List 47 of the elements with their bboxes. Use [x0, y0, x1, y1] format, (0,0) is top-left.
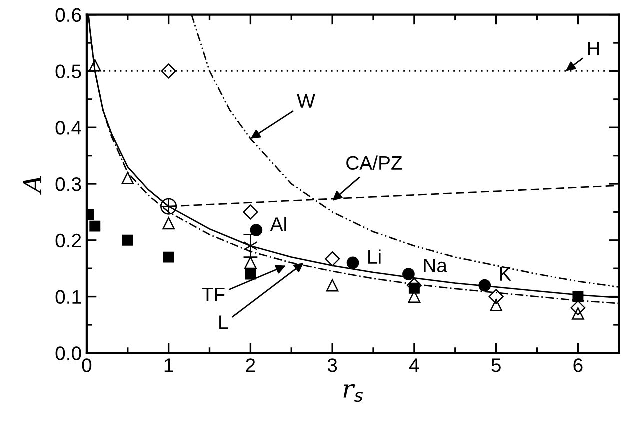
y-tick-label: 0.0 [56, 346, 82, 360]
point [245, 268, 256, 280]
annotation: Al [270, 217, 286, 232]
point [402, 268, 415, 280]
point [90, 220, 101, 232]
point [122, 234, 134, 246]
point [478, 279, 492, 292]
point [488, 289, 504, 304]
y-tick-label: 0.6 [56, 8, 82, 22]
point [326, 279, 339, 292]
y-tick-label: 0.2 [56, 234, 82, 248]
annotation: K [500, 267, 512, 281]
y-tick-label: 0.1 [56, 290, 82, 304]
annotation: TF [202, 288, 225, 302]
point [572, 291, 584, 302]
annotation: CA/PZ [346, 156, 402, 170]
y-tick-label: 0.3 [56, 177, 82, 192]
point [325, 252, 340, 267]
point [408, 282, 420, 294]
point [244, 256, 257, 270]
x-tick-label: 5 [492, 358, 501, 372]
annotation: H [588, 42, 600, 56]
y-tick-label: 0.5 [56, 64, 82, 78]
annotation: Na [424, 258, 448, 273]
x-tick-label: 0 [82, 358, 92, 372]
point [243, 204, 258, 220]
annotation: Li [368, 250, 381, 264]
x-tick-label: 1 [164, 358, 174, 372]
x-tick-label: 6 [574, 358, 583, 372]
point [122, 172, 134, 185]
y-axis-title: A [23, 176, 42, 195]
x-tick-label: 3 [328, 358, 338, 372]
annotation: L [220, 316, 228, 330]
point [570, 300, 586, 316]
x-tick-label: 2 [246, 358, 256, 372]
point [88, 59, 102, 72]
x-axis-title: r$_{s}$ [344, 384, 363, 402]
point [490, 299, 503, 312]
point [163, 252, 174, 263]
y-tick-label: 0.4 [56, 121, 82, 135]
point [162, 217, 175, 230]
annotation: W [297, 94, 316, 108]
point [346, 256, 360, 270]
point [250, 224, 263, 236]
point [572, 308, 584, 320]
point [161, 64, 176, 79]
x-tick-label: 4 [409, 358, 420, 372]
